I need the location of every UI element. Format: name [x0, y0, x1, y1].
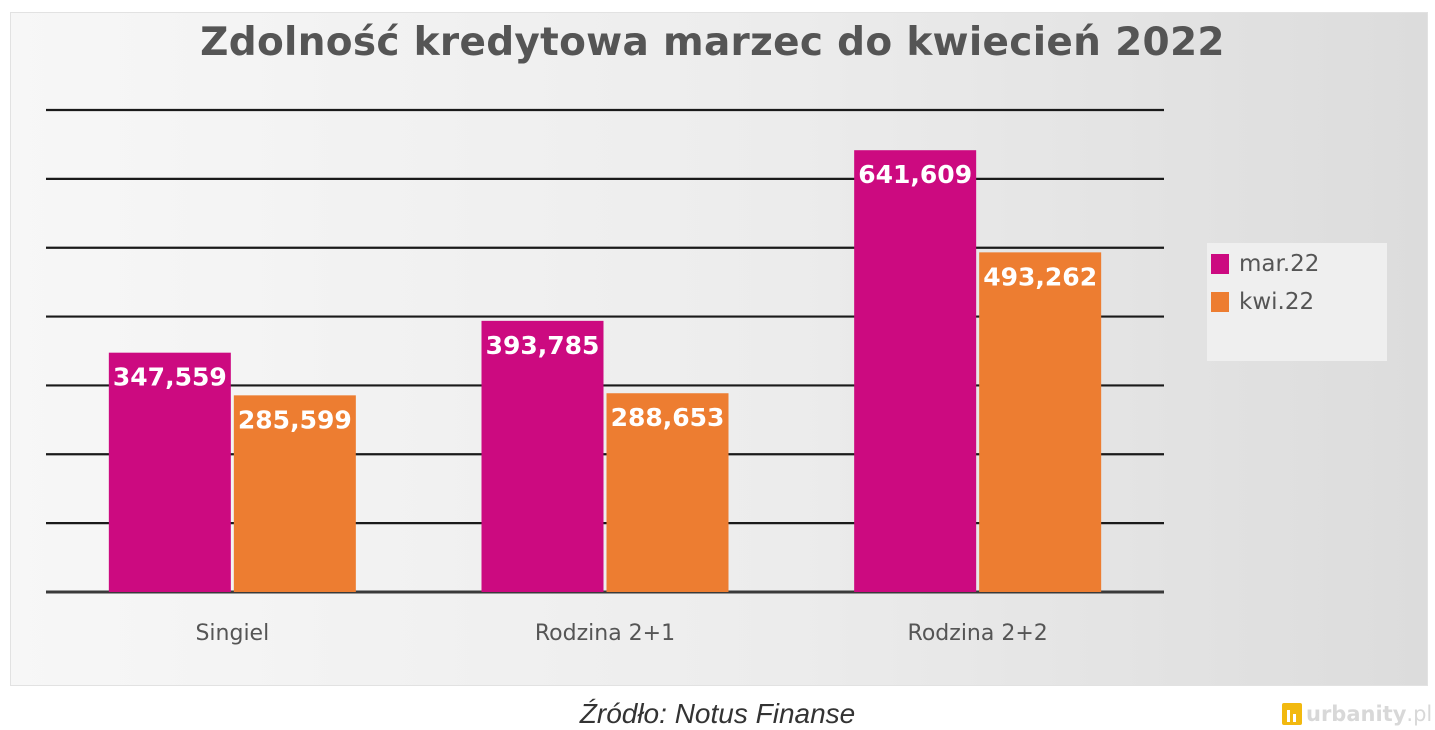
legend-entry-series-2: kwi.22: [1211, 289, 1314, 315]
legend-label-series-2: kwi.22: [1239, 289, 1315, 315]
legend-swatch-series-1: [1211, 254, 1229, 274]
legend-label-series-1: mar.22: [1239, 251, 1320, 277]
chart-title: Zdolność kredytowa marzec do kwiecień 20…: [200, 20, 1225, 65]
data-label-series-2-1: 285,599: [238, 405, 352, 434]
watermark-brand: urbanity: [1306, 702, 1407, 726]
legend-entry-series-1: mar.22: [1211, 251, 1319, 277]
data-label-series-1-3: 641,609: [858, 160, 972, 189]
urbanity-logo-icon: [1282, 703, 1302, 725]
x-tick-label: Singiel: [195, 621, 269, 646]
bar-series-1-1: [108, 352, 231, 592]
bar-series-2-2: [606, 393, 729, 592]
data-label-series-1-1: 347,559: [113, 363, 227, 392]
x-tick-label: Rodzina 2+2: [908, 621, 1048, 646]
bar-series-2-3: [979, 252, 1102, 592]
bar-series-1-2: [481, 320, 604, 592]
watermark: urbanity .pl: [1282, 702, 1432, 726]
legend-swatch-series-2: [1211, 292, 1229, 312]
data-label-series-2-3: 493,262: [983, 262, 1097, 291]
bar-series-1-3: [854, 150, 977, 593]
data-label-series-2-2: 288,653: [611, 403, 725, 432]
bar-series-2-1: [233, 395, 356, 592]
legend: mar.22 kwi.22: [1207, 243, 1387, 361]
data-label-series-1-2: 393,785: [486, 331, 600, 360]
source-note: Źródło: Notus Finanse: [579, 698, 856, 729]
x-tick-label: Rodzina 2+1: [535, 621, 675, 646]
watermark-domain: .pl: [1406, 702, 1433, 726]
